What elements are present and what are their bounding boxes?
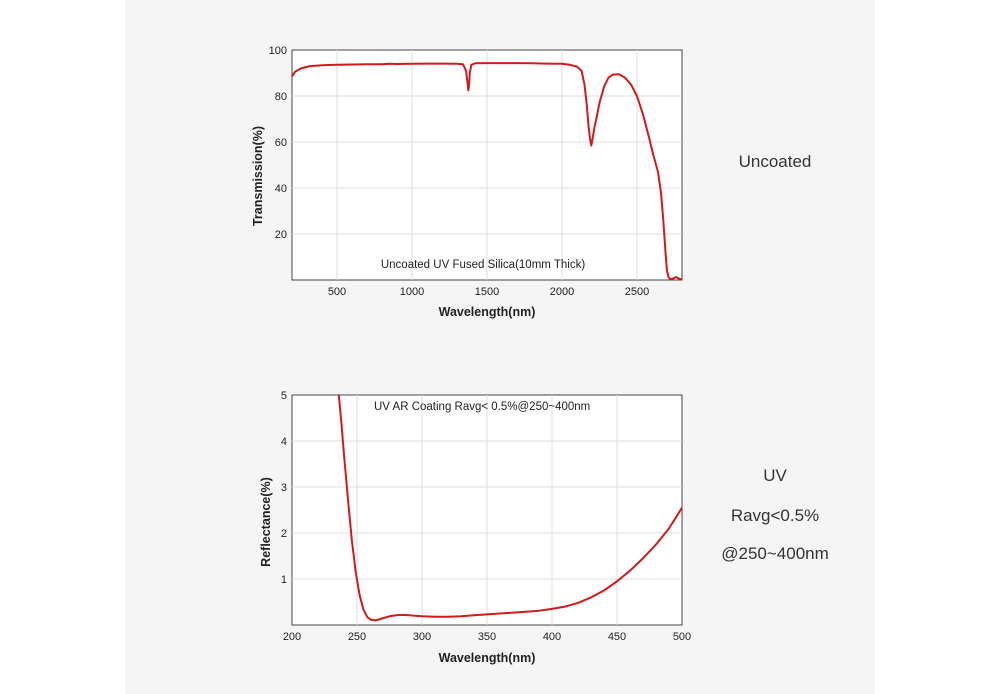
transmission-y-tick-label: 20	[275, 229, 287, 241]
reflectance-y-tick-label: 5	[281, 390, 287, 402]
transmission-series-line	[291, 62, 683, 281]
transmission-x-tick-label: 1000	[400, 286, 424, 298]
transmission-x-axis-title: Wavelength(nm)	[439, 305, 536, 319]
transmission-y-axis-title: Transmission(%)	[251, 126, 265, 226]
reflectance-y-tick-label: 3	[281, 482, 287, 494]
transmission-y-tick-label: 80	[275, 91, 287, 103]
transmission-grid	[292, 50, 682, 280]
reflectance-series-line	[337, 394, 683, 622]
reflectance-y-tick-label: 4	[281, 436, 287, 448]
reflectance-y-tick-label: 1	[281, 574, 287, 586]
reflectance-chart: 200 250 300 350 400 450 500 1 2 3 4 5 UV AR Coating…	[259, 390, 691, 665]
transmission-x-tick-label: 500	[328, 286, 346, 298]
reflectance-x-tick-label: 500	[673, 631, 691, 643]
reflectance-x-tick-label: 400	[543, 631, 561, 643]
reflectance-x-axis-title: Wavelength(nm)	[439, 651, 536, 665]
transmission-annotation: Uncoated UV Fused Silica(10mm Thick)	[381, 259, 585, 271]
reflectance-annotation: UV AR Coating Ravg< 0.5%@250~400nm	[374, 401, 590, 413]
ravg-label: Ravg<0.5%	[730, 506, 820, 525]
transmission-chart: 500 1000 1500 2000 2500 20 40 60 80 100 Uncoated …	[251, 45, 683, 319]
transmission-y-tick-label: 60	[275, 137, 287, 149]
reflectance-y-tick-label: 2	[281, 528, 287, 540]
reflectance-x-tick-label: 350	[478, 631, 496, 643]
transmission-x-tick-label: 1500	[475, 286, 499, 298]
reflectance-ticks: 200 250 300 350 400 450 500 1 2 3 4 5	[281, 390, 691, 643]
transmission-y-tick-label: 40	[275, 183, 287, 195]
reflectance-y-axis-title: Reflectance(%)	[259, 477, 273, 567]
transmission-x-tick-label: 2000	[550, 286, 574, 298]
uv-label: UV	[763, 466, 787, 485]
transmission-x-tick-label: 2500	[625, 286, 649, 298]
reflectance-x-tick-label: 450	[608, 631, 626, 643]
reflectance-x-tick-label: 200	[283, 631, 301, 643]
reflectance-grid	[292, 395, 682, 625]
reflectance-x-tick-label: 250	[348, 631, 366, 643]
uncoated-label: Uncoated	[738, 152, 812, 171]
transmission-y-tick-label: 100	[269, 45, 287, 57]
wavelength-range-label: @250~400nm	[721, 544, 829, 563]
transmission-ticks: 500 1000 1500 2000 2500 20 40 60 80 100	[269, 45, 650, 298]
reflectance-x-tick-label: 300	[413, 631, 431, 643]
